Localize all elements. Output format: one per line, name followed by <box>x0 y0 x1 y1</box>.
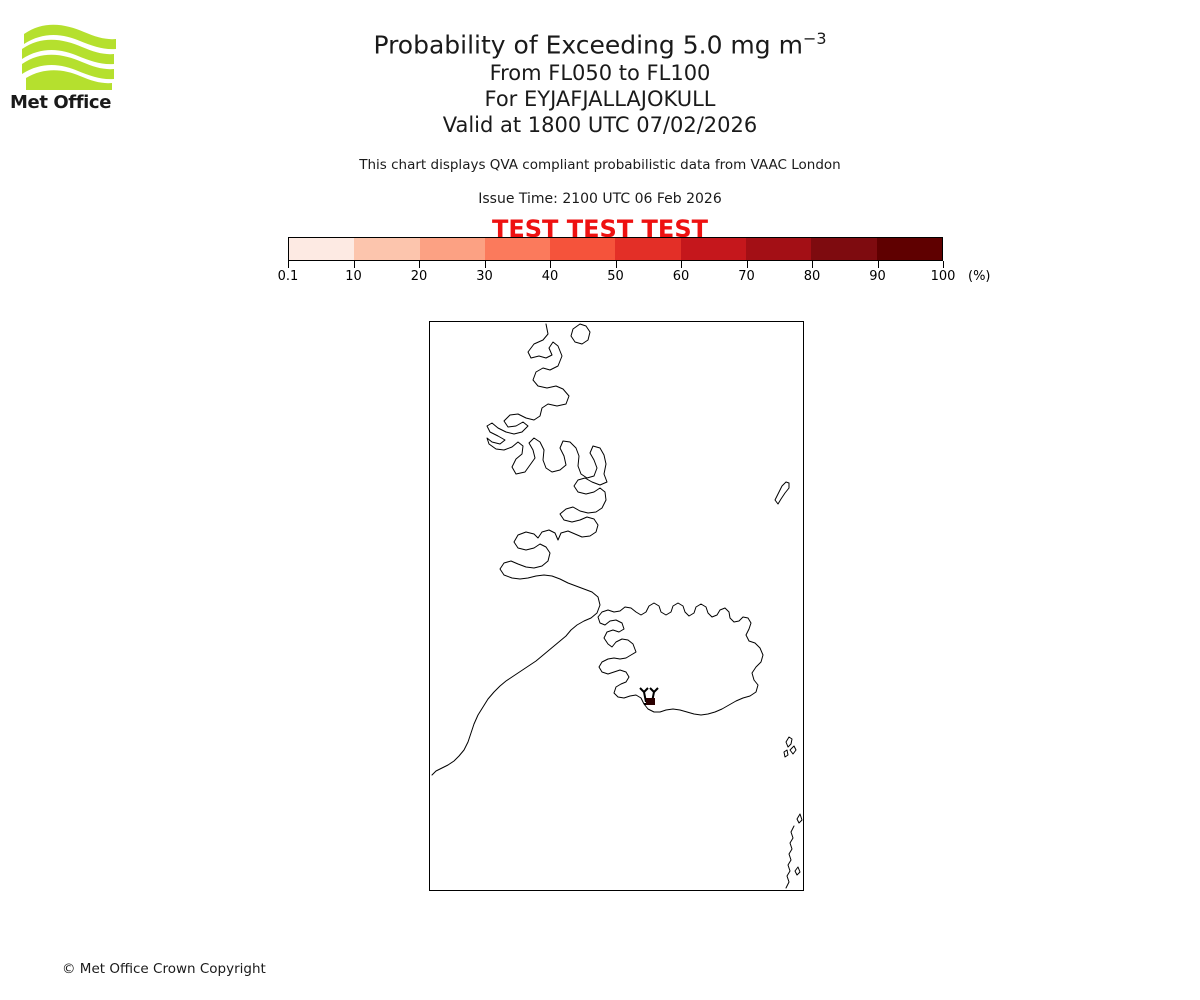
colorbar-tick-label-3: 30 <box>476 269 493 284</box>
copyright-text: © Met Office Crown Copyright <box>62 961 266 977</box>
colorbar <box>288 237 943 261</box>
disclaimer-text: This chart displays QVA compliant probab… <box>359 157 841 173</box>
colorbar-tick-6 <box>681 261 683 268</box>
colorbar-tick-2 <box>419 261 421 268</box>
colorbar-tick-1 <box>353 261 355 268</box>
colorbar-swatch-5 <box>615 238 681 260</box>
colorbar-swatch-1 <box>354 238 420 260</box>
colorbar-tick-0 <box>288 261 290 268</box>
colorbar-tick-5 <box>615 261 617 268</box>
volcano-hotspot <box>646 698 655 705</box>
coastline-layer <box>431 323 803 889</box>
colorbar-tick-label-5: 50 <box>607 269 624 284</box>
volcano-marker-layer <box>639 687 659 705</box>
colorbar-swatch-6 <box>680 238 747 260</box>
greenland-coastline <box>431 323 608 776</box>
greenland-island <box>570 323 591 345</box>
colorbar-tick-9 <box>877 261 879 268</box>
page-title-text: Probability of Exceeding 5.0 mg m <box>373 30 803 60</box>
title-block: Probability of Exceeding 5.0 mg m−3 From… <box>0 24 1200 138</box>
colorbar-tick-label-7: 70 <box>738 269 755 284</box>
colorbar-tick-label-6: 60 <box>672 269 690 284</box>
hebrides-islands <box>794 813 803 876</box>
colorbar-unit-label: (%) <box>968 269 991 284</box>
page-title: Probability of Exceeding 5.0 mg m−3 <box>0 24 1200 60</box>
met-office-logo-label: Met Office <box>10 92 112 113</box>
colorbar-tick-7 <box>746 261 748 268</box>
page-title-exponent: −3 <box>802 29 827 48</box>
colorbar-swatch-4 <box>550 238 616 260</box>
jan-mayen-island <box>774 481 790 505</box>
map-panel[interactable] <box>429 321 804 891</box>
colorbar-tick-3 <box>484 261 486 268</box>
met-office-wave-icon <box>22 24 116 90</box>
issue-time-text: Issue Time: 2100 UTC 06 Feb 2026 <box>478 191 722 207</box>
eyjafjallajokull-marker <box>639 687 659 705</box>
volcano-name-line: For EYJAFJALLAJOKULL <box>484 87 716 112</box>
colorbar-swatch-8 <box>811 238 877 260</box>
colorbar-tick-label-1: 10 <box>345 269 362 284</box>
colorbar-tick-label-9: 90 <box>869 269 886 284</box>
colorbar-tick-label-2: 20 <box>410 269 428 284</box>
colorbar-swatch-9 <box>876 238 942 260</box>
iceland-coastline <box>597 602 764 716</box>
colorbar-swatch-7 <box>746 238 812 260</box>
colorbar-tick-label-4: 40 <box>541 269 559 284</box>
colorbar-swatch-3 <box>484 238 551 260</box>
colorbar-tick-10 <box>943 261 945 268</box>
colorbar-ticks <box>288 261 945 271</box>
colorbar-tick-4 <box>550 261 552 268</box>
colorbar-tick-labels: 0.1 10 20 30 40 50 60 70 80 90 100 <box>238 269 993 287</box>
faroe-islands <box>783 736 797 758</box>
colorbar-tick-label-10: 100 <box>930 269 956 284</box>
met-office-logo: Met Office <box>10 18 128 114</box>
colorbar-tick-label-0: 0.1 <box>277 269 299 284</box>
colorbar-swatch-0 <box>289 238 355 260</box>
colorbar-tick-label-8: 80 <box>803 269 821 284</box>
colorbar-tick-8 <box>812 261 814 268</box>
valid-time-line: Valid at 1800 UTC 07/02/2026 <box>442 113 758 138</box>
flight-level-line: From FL050 to FL100 <box>489 61 711 86</box>
colorbar-swatch-2 <box>419 238 485 260</box>
shetland-islands <box>785 825 795 889</box>
colorbar-gradient <box>288 237 943 261</box>
map-canvas <box>431 323 803 889</box>
